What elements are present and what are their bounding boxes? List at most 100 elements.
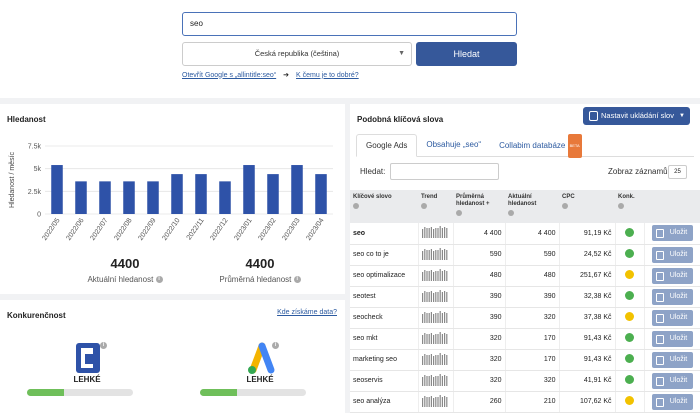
- bar: [99, 181, 111, 214]
- competition-cell: [615, 307, 645, 329]
- bar: [123, 181, 135, 214]
- info-icon[interactable]: i: [155, 276, 163, 284]
- tab-contains-seo[interactable]: Obsahuje „seo“: [426, 140, 482, 149]
- keyword-cell[interactable]: seocheck: [350, 307, 419, 329]
- keyword-filter-input[interactable]: [390, 163, 499, 180]
- trend-sparkline: [421, 268, 447, 281]
- avg-volume-cell: 320: [453, 328, 506, 350]
- avg-volume-cell: 320: [453, 349, 506, 371]
- keyword-cell[interactable]: seo: [350, 223, 419, 245]
- keyword-search-input[interactable]: seo: [182, 12, 517, 36]
- save-keyword-button[interactable]: Uložit: [651, 267, 693, 284]
- save-keyword-button[interactable]: Uložit: [651, 372, 693, 389]
- column-header-label: Klíčové slovo: [353, 194, 392, 200]
- y-tick-label: 5k: [34, 166, 42, 173]
- trend-cell: [418, 328, 454, 350]
- average-volume-label-wrap: Průměrná hledanost i: [185, 275, 335, 284]
- competition-dot: [625, 249, 634, 258]
- collabim-logo-icon: [76, 343, 100, 373]
- save-keyword-button[interactable]: Uložit: [651, 330, 693, 347]
- competition-dot: [625, 354, 634, 363]
- bar: [195, 174, 207, 214]
- avg-volume-cell: 590: [453, 244, 506, 266]
- info-icon: [562, 203, 568, 209]
- competition-bar-fill: [27, 389, 65, 396]
- keyword-cell[interactable]: seoservis: [350, 370, 419, 392]
- save-keyword-button[interactable]: Uložit: [651, 393, 693, 410]
- column-header-label: Průměrná hledanost: [456, 194, 485, 207]
- column-header-keyword[interactable]: Klíčové slovo: [350, 190, 418, 223]
- table-row: seo optimalizace 480 480 251,67 Kč Uložit: [350, 265, 700, 287]
- competition-dot: [625, 227, 634, 237]
- bar: [315, 174, 327, 214]
- table-row: marketing seo 320 170 91,43 Kč Uložit: [350, 349, 700, 371]
- average-volume-label: Průměrná hledanost: [219, 275, 292, 284]
- save-keyword-button[interactable]: Uložit: [651, 246, 693, 263]
- bar: [243, 165, 255, 214]
- cpc-cell: 91,19 Kč: [559, 223, 616, 245]
- chevron-down-icon: ▼: [398, 50, 405, 57]
- country-select[interactable]: Česká republika (čeština) ▼: [182, 42, 412, 66]
- search-volume-panel: Hledanost 0 2.5k 5k 7.5k Hledanost / měsíc 20…: [0, 104, 345, 294]
- current-volume-value: 4400: [110, 256, 140, 271]
- competition-dot: [625, 270, 634, 279]
- column-header-trend[interactable]: Trend: [418, 190, 453, 223]
- tab-collabim-database[interactable]: Collabim databáze BETA: [490, 134, 591, 158]
- tab-google-ads[interactable]: Google Ads: [356, 134, 418, 157]
- x-tick-label: 2023/04: [305, 217, 325, 242]
- x-tick-label: 2023/03: [281, 217, 301, 242]
- competition-cell: [615, 328, 645, 350]
- info-icon[interactable]: i: [272, 342, 279, 349]
- save-keyword-button[interactable]: Uložit: [651, 225, 693, 242]
- allintitle-link[interactable]: Otevřít Google s „allintitle:seo“: [182, 71, 277, 79]
- keyword-cell[interactable]: seotest: [350, 286, 419, 308]
- current-volume-cell: 590: [505, 244, 560, 266]
- trend-sparkline: [421, 310, 447, 323]
- keyword-cell[interactable]: seo mkt: [350, 328, 419, 350]
- cpc-cell: 37,38 Kč: [559, 307, 616, 329]
- current-volume-label: Aktuální hledanost: [87, 275, 154, 284]
- keyword-saving-settings-button[interactable]: Nastavit ukládání slov ▼: [583, 107, 690, 125]
- filter-label: Hledat:: [360, 167, 386, 176]
- save-keyword-button[interactable]: Uložit: [651, 351, 693, 368]
- current-volume-cell: 170: [505, 328, 560, 350]
- bar: [147, 181, 159, 214]
- competition-cell: [615, 286, 645, 308]
- why-link[interactable]: K čemu je to dobré?: [296, 71, 359, 79]
- keyword-cell[interactable]: seo optimalizace: [350, 265, 419, 287]
- save-keyword-button[interactable]: Uložit: [651, 309, 693, 326]
- search-button[interactable]: Hledat: [416, 42, 517, 66]
- cpc-cell: 32,38 Kč: [559, 286, 616, 308]
- trend-cell: [418, 265, 454, 287]
- info-icon[interactable]: i: [293, 276, 301, 284]
- cpc-cell: 91,43 Kč: [559, 349, 616, 371]
- current-volume-label-wrap: Aktuální hledanost i: [50, 275, 200, 284]
- bar: [291, 165, 303, 214]
- current-volume-cell: 480: [505, 265, 560, 287]
- keyword-cell[interactable]: seo co to je: [350, 244, 419, 266]
- keyword-cell[interactable]: seo analýza: [350, 391, 419, 413]
- keyword-cell[interactable]: marketing seo: [350, 349, 419, 371]
- y-tick-label: 7.5k: [28, 144, 42, 151]
- column-header-competition[interactable]: Konk.: [615, 190, 644, 223]
- trend-cell: [418, 391, 454, 413]
- info-icon[interactable]: i: [100, 342, 107, 349]
- table-row: seo co to je 590 590 24,52 Kč Uložit: [350, 244, 700, 266]
- where-data-link[interactable]: Kde získáme data?: [277, 309, 337, 316]
- table-row: seo mkt 320 170 91,43 Kč Uložit: [350, 328, 700, 350]
- column-header-avg-volume[interactable]: Průměrná hledanost +: [453, 190, 505, 223]
- save-cell: Uložit: [644, 286, 700, 308]
- save-icon: [589, 111, 598, 121]
- sort-icon: +: [486, 201, 490, 207]
- page-size-select[interactable]: 25: [668, 165, 687, 179]
- avg-volume-cell: 480: [453, 265, 506, 287]
- avg-volume-cell: 260: [453, 391, 506, 413]
- table-row: seocheck 390 320 37,38 Kč Uložit: [350, 307, 700, 329]
- save-cell: Uložit: [644, 328, 700, 350]
- trend-cell: [418, 244, 454, 266]
- column-header-current-volume[interactable]: Aktuální hledanost: [505, 190, 559, 223]
- column-header-cpc[interactable]: CPC: [559, 190, 615, 223]
- save-keyword-button[interactable]: Uložit: [651, 288, 693, 305]
- competition-panel: Konkurenčnost Kde získáme data? i LEHKÉ …: [0, 300, 345, 413]
